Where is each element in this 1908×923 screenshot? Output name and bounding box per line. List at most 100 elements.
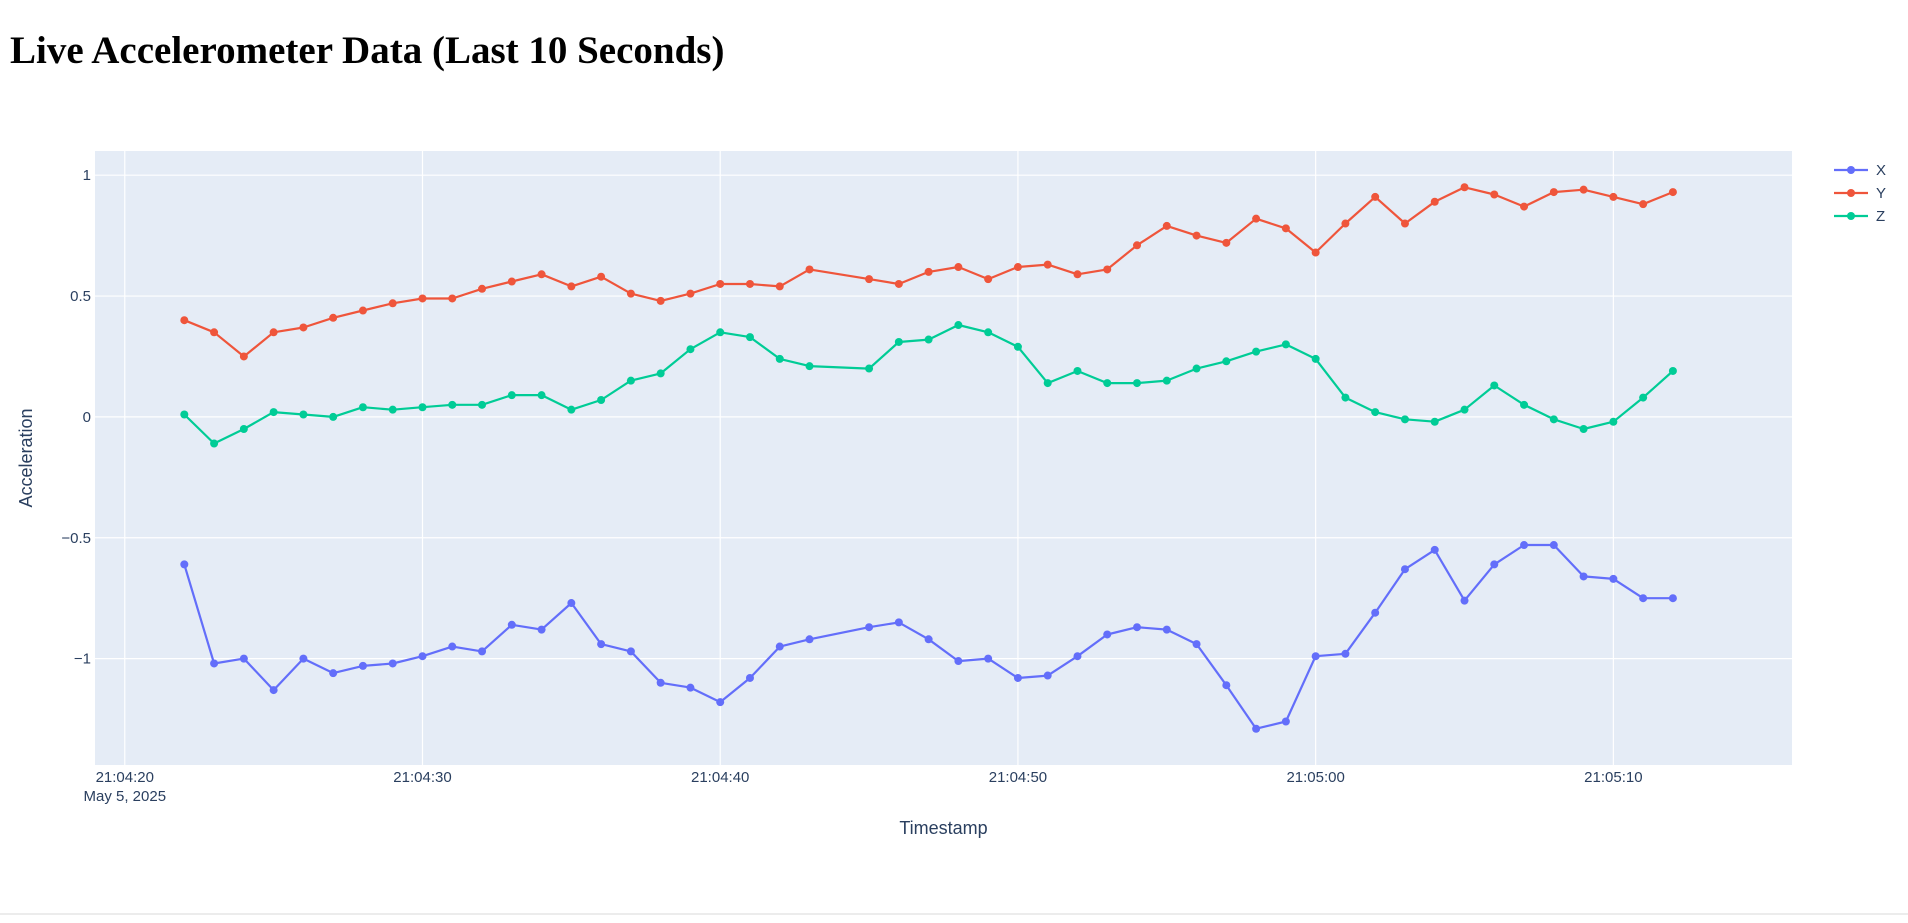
- series-y-point[interactable]: [1579, 185, 1588, 194]
- series-z-point[interactable]: [1252, 347, 1261, 356]
- legend-item-z[interactable]: Z: [1834, 208, 1885, 225]
- series-x-point[interactable]: [1668, 594, 1677, 603]
- series-y-point[interactable]: [1371, 192, 1380, 201]
- series-x-point[interactable]: [418, 652, 427, 661]
- series-x-point[interactable]: [358, 661, 367, 670]
- series-x-point[interactable]: [984, 654, 993, 663]
- series-z-point[interactable]: [388, 405, 397, 414]
- series-x-point[interactable]: [1460, 596, 1469, 605]
- series-x-point[interactable]: [1133, 623, 1142, 632]
- series-y-point[interactable]: [567, 282, 576, 291]
- series-x-point[interactable]: [924, 635, 933, 644]
- series-x-point[interactable]: [299, 654, 308, 663]
- series-z-point[interactable]: [626, 376, 635, 385]
- series-x-point[interactable]: [1371, 608, 1380, 617]
- series-y-point[interactable]: [299, 323, 308, 332]
- series-z-point[interactable]: [1341, 393, 1350, 402]
- series-x-point[interactable]: [478, 647, 487, 656]
- series-x-point[interactable]: [388, 659, 397, 668]
- series-y-point[interactable]: [1549, 188, 1558, 197]
- series-z-point[interactable]: [775, 354, 784, 363]
- series-y-point[interactable]: [1609, 192, 1618, 201]
- series-x-point[interactable]: [567, 599, 576, 608]
- series-y-point[interactable]: [775, 282, 784, 291]
- series-z-point[interactable]: [1549, 415, 1558, 424]
- series-y-point[interactable]: [1400, 219, 1409, 228]
- series-x-point[interactable]: [1222, 681, 1231, 690]
- legend-item-y[interactable]: Y: [1834, 185, 1886, 202]
- series-y-point[interactable]: [954, 263, 963, 272]
- series-z-point[interactable]: [1579, 424, 1588, 433]
- series-y-point[interactable]: [1490, 190, 1499, 199]
- series-y-point[interactable]: [597, 272, 606, 281]
- series-y-point[interactable]: [1341, 219, 1350, 228]
- series-y-point[interactable]: [1043, 260, 1052, 269]
- series-x-point[interactable]: [1579, 572, 1588, 581]
- series-x-point[interactable]: [745, 673, 754, 682]
- series-x-point[interactable]: [1311, 652, 1320, 661]
- series-y-point[interactable]: [239, 352, 248, 361]
- legend[interactable]: XYZ: [1834, 162, 1886, 225]
- series-z-point[interactable]: [924, 335, 933, 344]
- series-z-point[interactable]: [686, 345, 695, 354]
- series-y-point[interactable]: [805, 265, 814, 274]
- series-x-point[interactable]: [1162, 625, 1171, 634]
- series-z-point[interactable]: [597, 395, 606, 404]
- series-y-point[interactable]: [716, 279, 725, 288]
- series-y-point[interactable]: [924, 267, 933, 276]
- series-z-point[interactable]: [1073, 366, 1082, 375]
- series-x-point[interactable]: [1400, 565, 1409, 574]
- series-z-point[interactable]: [1281, 340, 1290, 349]
- series-x-point[interactable]: [1639, 594, 1648, 603]
- series-y-point[interactable]: [1668, 188, 1677, 197]
- series-y-point[interactable]: [418, 294, 427, 303]
- series-y-point[interactable]: [1252, 214, 1261, 223]
- series-x-point[interactable]: [775, 642, 784, 651]
- series-z-point[interactable]: [418, 403, 427, 412]
- series-y-point[interactable]: [329, 313, 338, 322]
- series-x-point[interactable]: [1430, 545, 1439, 554]
- series-x-point[interactable]: [239, 654, 248, 663]
- series-z-point[interactable]: [954, 321, 963, 330]
- series-z-point[interactable]: [1222, 357, 1231, 366]
- series-z-point[interactable]: [269, 408, 278, 417]
- series-x-point[interactable]: [329, 669, 338, 678]
- series-z-point[interactable]: [1013, 342, 1022, 351]
- series-y-point[interactable]: [269, 328, 278, 337]
- series-z-point[interactable]: [1490, 381, 1499, 390]
- series-z-point[interactable]: [984, 328, 993, 337]
- series-y-point[interactable]: [1222, 238, 1231, 247]
- series-z-point[interactable]: [1192, 364, 1201, 373]
- series-x-point[interactable]: [269, 686, 278, 695]
- series-y-point[interactable]: [180, 316, 189, 325]
- series-z-point[interactable]: [1460, 405, 1469, 414]
- series-z-point[interactable]: [358, 403, 367, 412]
- series-z-point[interactable]: [1103, 379, 1112, 388]
- series-z-point[interactable]: [1520, 400, 1529, 409]
- series-y-point[interactable]: [1430, 197, 1439, 206]
- series-z-point[interactable]: [507, 391, 516, 400]
- legend-item-x[interactable]: X: [1834, 162, 1886, 179]
- series-x-point[interactable]: [1549, 541, 1558, 550]
- series-y-point[interactable]: [626, 289, 635, 298]
- series-y-point[interactable]: [894, 279, 903, 288]
- series-z-point[interactable]: [865, 364, 874, 373]
- series-z-point[interactable]: [1162, 376, 1171, 385]
- series-y-point[interactable]: [1281, 224, 1290, 233]
- series-z-point[interactable]: [1609, 417, 1618, 426]
- series-z-point[interactable]: [1043, 379, 1052, 388]
- series-x-point[interactable]: [805, 635, 814, 644]
- series-y-point[interactable]: [1133, 241, 1142, 250]
- series-x-point[interactable]: [1192, 640, 1201, 649]
- series-z-point[interactable]: [239, 424, 248, 433]
- series-y-point[interactable]: [1013, 263, 1022, 272]
- series-z-point[interactable]: [894, 337, 903, 346]
- series-x-point[interactable]: [1103, 630, 1112, 639]
- series-z-point[interactable]: [448, 400, 457, 409]
- series-x-point[interactable]: [507, 620, 516, 629]
- series-x-point[interactable]: [1281, 717, 1290, 726]
- series-x-point[interactable]: [1252, 724, 1261, 733]
- series-x-point[interactable]: [1609, 574, 1618, 583]
- series-y-point[interactable]: [1460, 183, 1469, 192]
- series-z-point[interactable]: [1311, 354, 1320, 363]
